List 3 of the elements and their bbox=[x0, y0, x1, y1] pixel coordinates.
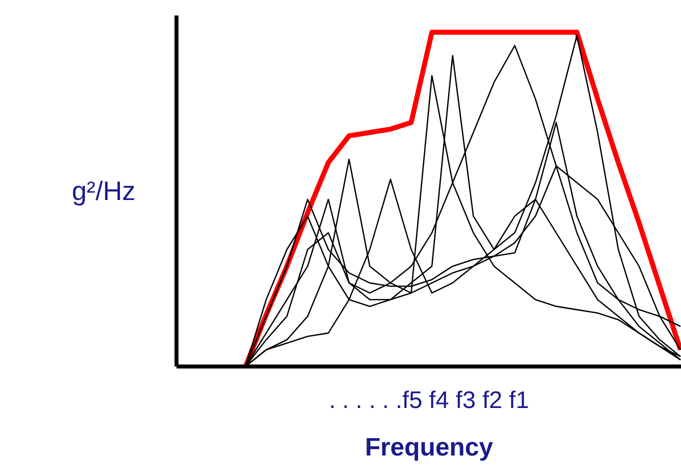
x-axis-title: Frequency bbox=[364, 434, 494, 462]
text: . . . . . .f5 f4 f3 f2 f1 bbox=[328, 387, 530, 414]
y-axis-title: g²/Hz bbox=[72, 176, 136, 206]
